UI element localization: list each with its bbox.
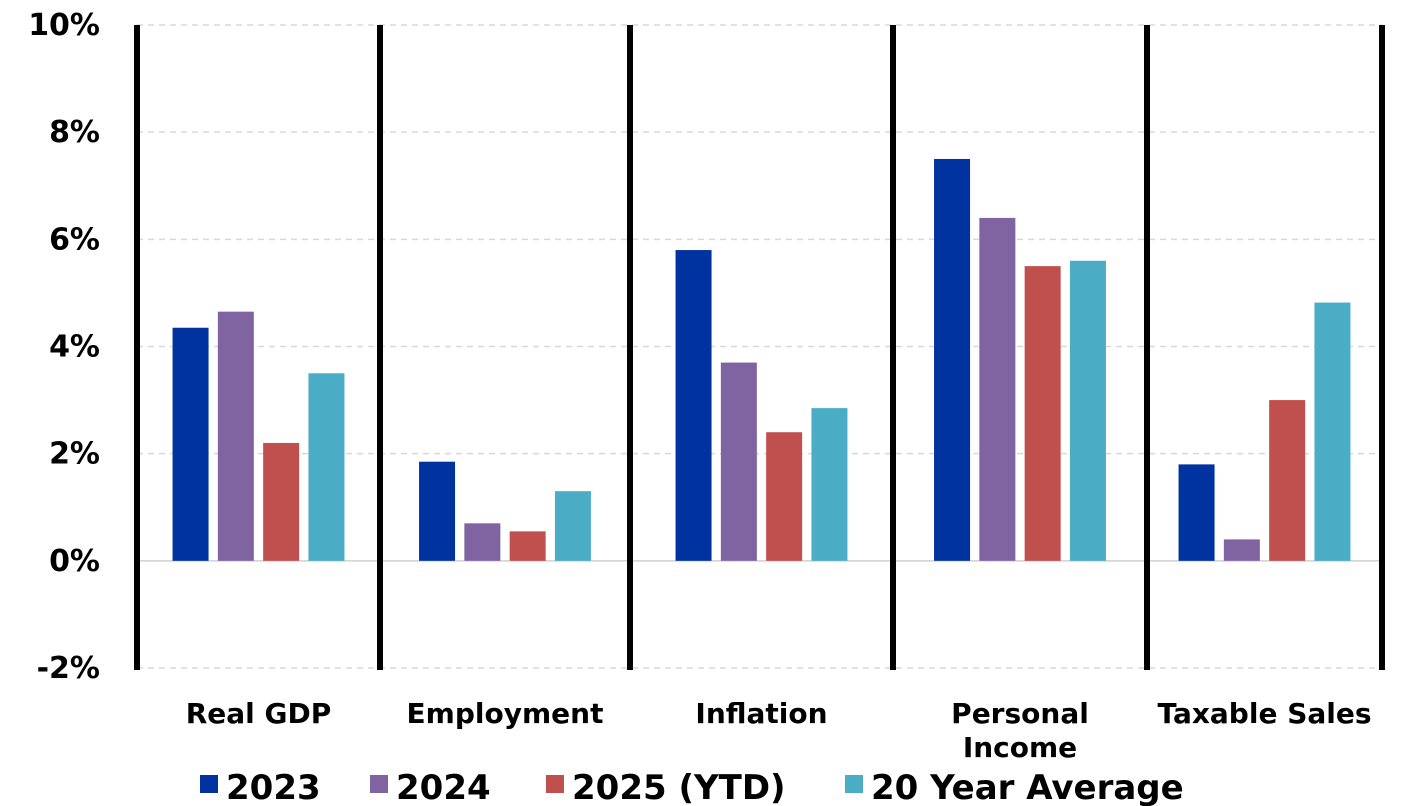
bar xyxy=(720,362,757,561)
y-axis-ticks: 10% 8% 6% 4% 2% 0% -2% xyxy=(28,8,100,686)
gridlines xyxy=(137,24,1382,669)
bar xyxy=(766,432,803,561)
y-tick-label: 6% xyxy=(49,222,100,257)
legend-label: 2023 xyxy=(226,768,321,806)
y-tick-label: 8% xyxy=(49,115,100,150)
bar xyxy=(419,461,456,561)
bar xyxy=(934,158,971,561)
y-tick-label: 10% xyxy=(28,8,100,43)
legend-label: 2025 (YTD) xyxy=(572,768,786,806)
y-tick-label: 0% xyxy=(49,544,100,579)
legend-label: 20 Year Average xyxy=(871,768,1184,806)
bar xyxy=(1269,400,1306,561)
y-tick-label: 4% xyxy=(49,330,100,365)
bar xyxy=(811,408,848,561)
bar xyxy=(217,311,254,561)
bar xyxy=(675,250,712,561)
category-labels: Real GDP Employment Inflation Personal Incom… xyxy=(186,697,1372,764)
category-label: Inflation xyxy=(695,697,827,730)
category-label: Taxable Sales xyxy=(1157,697,1371,730)
bar xyxy=(554,491,591,561)
legend-swatch xyxy=(370,775,388,793)
legend-swatch xyxy=(845,775,863,793)
category-dividers xyxy=(134,25,1385,670)
legend-label: 2024 xyxy=(396,768,491,806)
bar xyxy=(1178,464,1215,561)
bars xyxy=(172,158,1351,561)
bar xyxy=(1024,266,1061,561)
bar xyxy=(509,531,546,561)
bar xyxy=(263,442,300,561)
bar xyxy=(979,217,1016,561)
category-label: Real GDP xyxy=(186,697,332,730)
legend-swatch xyxy=(200,775,218,793)
y-tick-label: -2% xyxy=(37,651,100,686)
category-label: Personal Income xyxy=(951,697,1089,764)
bar xyxy=(464,523,501,561)
bar xyxy=(1314,302,1351,561)
legend: 2023 2024 2025 (YTD) 20 Year Average xyxy=(200,768,1184,806)
bar xyxy=(308,373,345,561)
bar xyxy=(1069,260,1106,561)
legend-swatch xyxy=(546,775,564,793)
bar xyxy=(172,327,209,561)
y-tick-label: 2% xyxy=(49,437,100,472)
bar xyxy=(1223,539,1260,561)
category-label: Employment xyxy=(407,697,604,730)
